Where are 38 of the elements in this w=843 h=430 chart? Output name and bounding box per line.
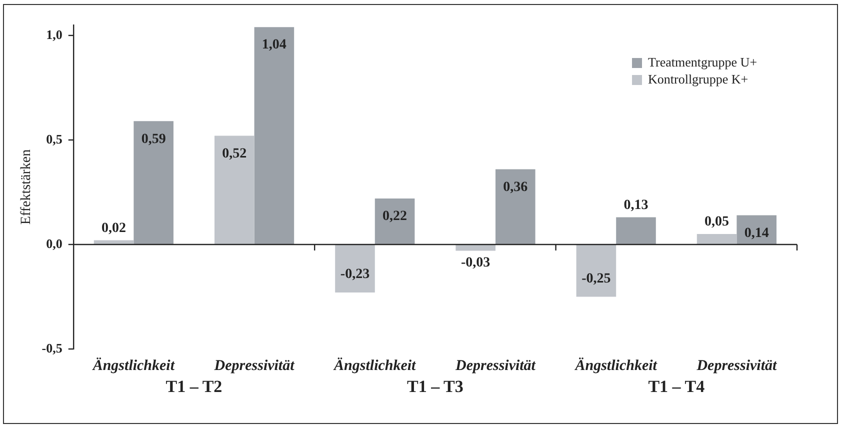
y-tick-label: 0,5 bbox=[46, 131, 63, 146]
bar bbox=[254, 27, 294, 244]
y-tick-label: -0,5 bbox=[42, 340, 63, 356]
legend-label: Treatmentgruppe U+ bbox=[648, 54, 758, 70]
data-label: 1,04 bbox=[262, 38, 286, 53]
x-tick-label: Depressivität bbox=[213, 358, 296, 374]
y-tick-label: 0,0 bbox=[46, 236, 62, 251]
bar bbox=[696, 234, 737, 244]
bar bbox=[374, 198, 415, 244]
data-label: 0,13 bbox=[624, 198, 648, 213]
data-label: 0,22 bbox=[382, 209, 408, 224]
text: T1 – T3 bbox=[407, 376, 464, 396]
x-tick-label: Ängstlichkeit bbox=[574, 356, 658, 374]
y-axis-title: Effektstärken bbox=[19, 149, 34, 225]
data-label: -0,03 bbox=[461, 255, 490, 270]
bar bbox=[335, 244, 375, 293]
data-label: 0,05 bbox=[704, 214, 730, 230]
data-label: 0,14 bbox=[744, 226, 769, 241]
y-tick-label: 1,0 bbox=[46, 26, 62, 42]
bar bbox=[134, 121, 174, 244]
bar bbox=[616, 217, 656, 244]
legend-label: Kontrollgruppe K+ bbox=[648, 71, 748, 86]
data-label: 0,52 bbox=[222, 146, 247, 162]
data-label: -0,23 bbox=[340, 267, 370, 282]
bar bbox=[576, 244, 616, 297]
x-tick-label: Depressivität bbox=[696, 358, 778, 374]
x-tick-label: Depressivität bbox=[454, 358, 536, 374]
bar bbox=[495, 169, 536, 244]
x-tick-label: Ängstlichkeit bbox=[333, 356, 417, 374]
text: T1 – T2 bbox=[166, 376, 222, 396]
bar bbox=[456, 244, 496, 251]
bar bbox=[214, 136, 254, 244]
x-tick-label: Ängstlichkeit bbox=[92, 356, 176, 374]
data-label: 0,59 bbox=[141, 132, 166, 147]
data-label: 0,36 bbox=[503, 180, 528, 195]
data-label: 0,02 bbox=[102, 220, 126, 236]
data-label: -0,25 bbox=[582, 271, 611, 286]
text: T1 – T4 bbox=[648, 376, 706, 396]
